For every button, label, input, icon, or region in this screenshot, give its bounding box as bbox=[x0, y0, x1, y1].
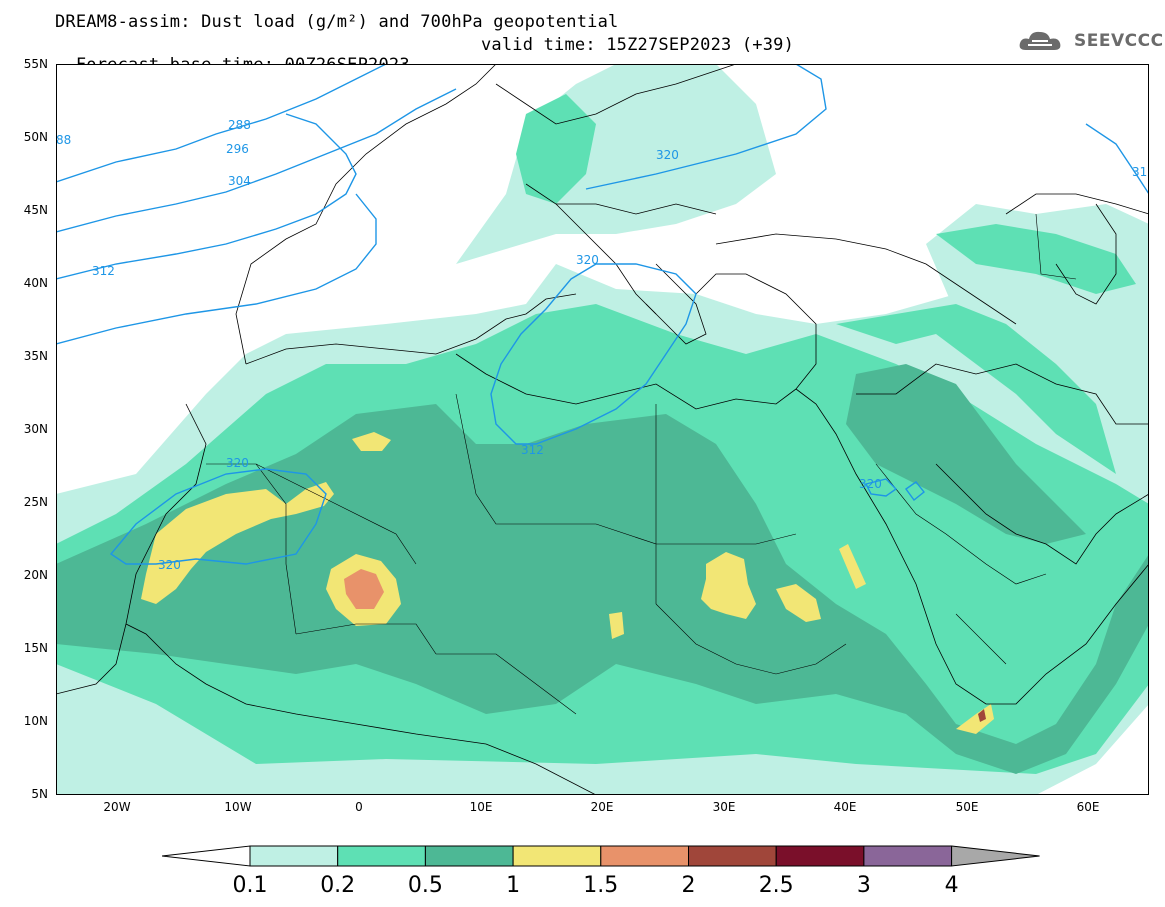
contour-label: 320 bbox=[226, 456, 249, 470]
lon-label: 10E bbox=[469, 800, 493, 814]
geopotential-contours bbox=[56, 64, 1149, 565]
lat-label: 25N bbox=[23, 495, 48, 509]
lat-label: 30N bbox=[23, 422, 48, 436]
contour-label: 88 bbox=[56, 133, 71, 147]
contour-label: 312 bbox=[521, 443, 544, 457]
coastlines bbox=[56, 64, 1149, 795]
colorbar-segment bbox=[600, 845, 689, 867]
lat-label: 15N bbox=[23, 641, 48, 655]
contour-label: 312 bbox=[92, 264, 115, 278]
colorbar-tick-label: 0.5 bbox=[407, 873, 443, 898]
lon-label: 20E bbox=[590, 800, 614, 814]
colorbar-tick-label: 2.5 bbox=[758, 873, 794, 898]
dust-level-02d bbox=[516, 94, 596, 204]
dust-level-04-algeria bbox=[352, 432, 391, 451]
contour-label: 31 bbox=[1132, 165, 1147, 179]
dust-level-06-somalia bbox=[978, 709, 986, 722]
colorbar-segment bbox=[424, 845, 514, 867]
colorbar-segment bbox=[775, 845, 865, 867]
lat-label: 5N bbox=[31, 787, 48, 801]
dust-level-02b bbox=[836, 304, 1116, 474]
colorbar-tick-label: 0.2 bbox=[320, 873, 356, 898]
lon-label: 50E bbox=[955, 800, 979, 814]
seevccc-logo: SEEVCCC bbox=[1018, 28, 1164, 54]
dust-level-04-sudan bbox=[701, 552, 756, 619]
contour-label: 288 bbox=[228, 118, 251, 132]
dust-level-02c bbox=[936, 224, 1136, 294]
colorbar-tick-label: 1.5 bbox=[583, 873, 619, 898]
colorbar-segment bbox=[688, 845, 777, 867]
country-borders bbox=[206, 213, 1077, 715]
colorbar-segment bbox=[337, 845, 426, 867]
dust-level-01b bbox=[456, 64, 776, 264]
dust-level-04-redsea bbox=[839, 544, 866, 589]
lat-label: 10N bbox=[23, 714, 48, 728]
contour-labels: 288 296 304 312 320 312 320 320 320 320 … bbox=[56, 118, 1147, 572]
colorbar-segment bbox=[249, 845, 339, 867]
colorbar bbox=[162, 845, 1040, 867]
colorbar-segment bbox=[162, 845, 251, 867]
lon-label: 10W bbox=[224, 800, 252, 814]
lat-label: 20N bbox=[23, 568, 48, 582]
contour-label: 320 bbox=[859, 477, 882, 491]
lon-label: 0 bbox=[355, 800, 363, 814]
dust-level-04-chad bbox=[609, 612, 624, 639]
colorbar-segment bbox=[863, 845, 953, 867]
cloud-icon bbox=[1019, 31, 1061, 50]
contour-label: 320 bbox=[576, 253, 599, 267]
contour-label: 296 bbox=[226, 142, 249, 156]
colorbar-tick-label: 3 bbox=[856, 873, 871, 898]
dust-level-05-mali bbox=[344, 569, 384, 609]
contour-label: 320 bbox=[656, 148, 679, 162]
colorbar-tick-label: 0.1 bbox=[232, 873, 268, 898]
map-title: DREAM8-assim: Dust load (g/m²) and 700hP… bbox=[55, 12, 619, 32]
lat-label: 55N bbox=[23, 57, 48, 71]
lat-label: 40N bbox=[23, 276, 48, 290]
map-frame bbox=[56, 64, 1149, 795]
lon-label: 60E bbox=[1076, 800, 1100, 814]
colorbar-tick-label: 2 bbox=[681, 873, 696, 898]
lon-label: 30E bbox=[712, 800, 736, 814]
lat-label: 50N bbox=[23, 130, 48, 144]
contour-label: 304 bbox=[228, 174, 251, 188]
contour-label: 320 bbox=[158, 558, 181, 572]
colorbar-segment bbox=[951, 845, 1040, 867]
valid-time: valid time: 15Z27SEP2023 (+39) bbox=[481, 35, 795, 55]
lat-label: 35N bbox=[23, 349, 48, 363]
lon-label: 40E bbox=[833, 800, 857, 814]
lat-label: 45N bbox=[23, 203, 48, 217]
logo-text: SEEVCCC bbox=[1074, 31, 1164, 51]
colorbar-tick-label: 1 bbox=[506, 873, 521, 898]
lon-label: 20W bbox=[103, 800, 131, 814]
colorbar-tick-label: 4 bbox=[944, 873, 959, 898]
dust-load-map: 288 296 304 312 320 312 320 320 320 320 … bbox=[56, 64, 1149, 795]
colorbar-segment bbox=[512, 845, 602, 867]
dust-level-03b bbox=[846, 364, 1086, 544]
dust-level-04-sudan-east bbox=[776, 584, 821, 622]
